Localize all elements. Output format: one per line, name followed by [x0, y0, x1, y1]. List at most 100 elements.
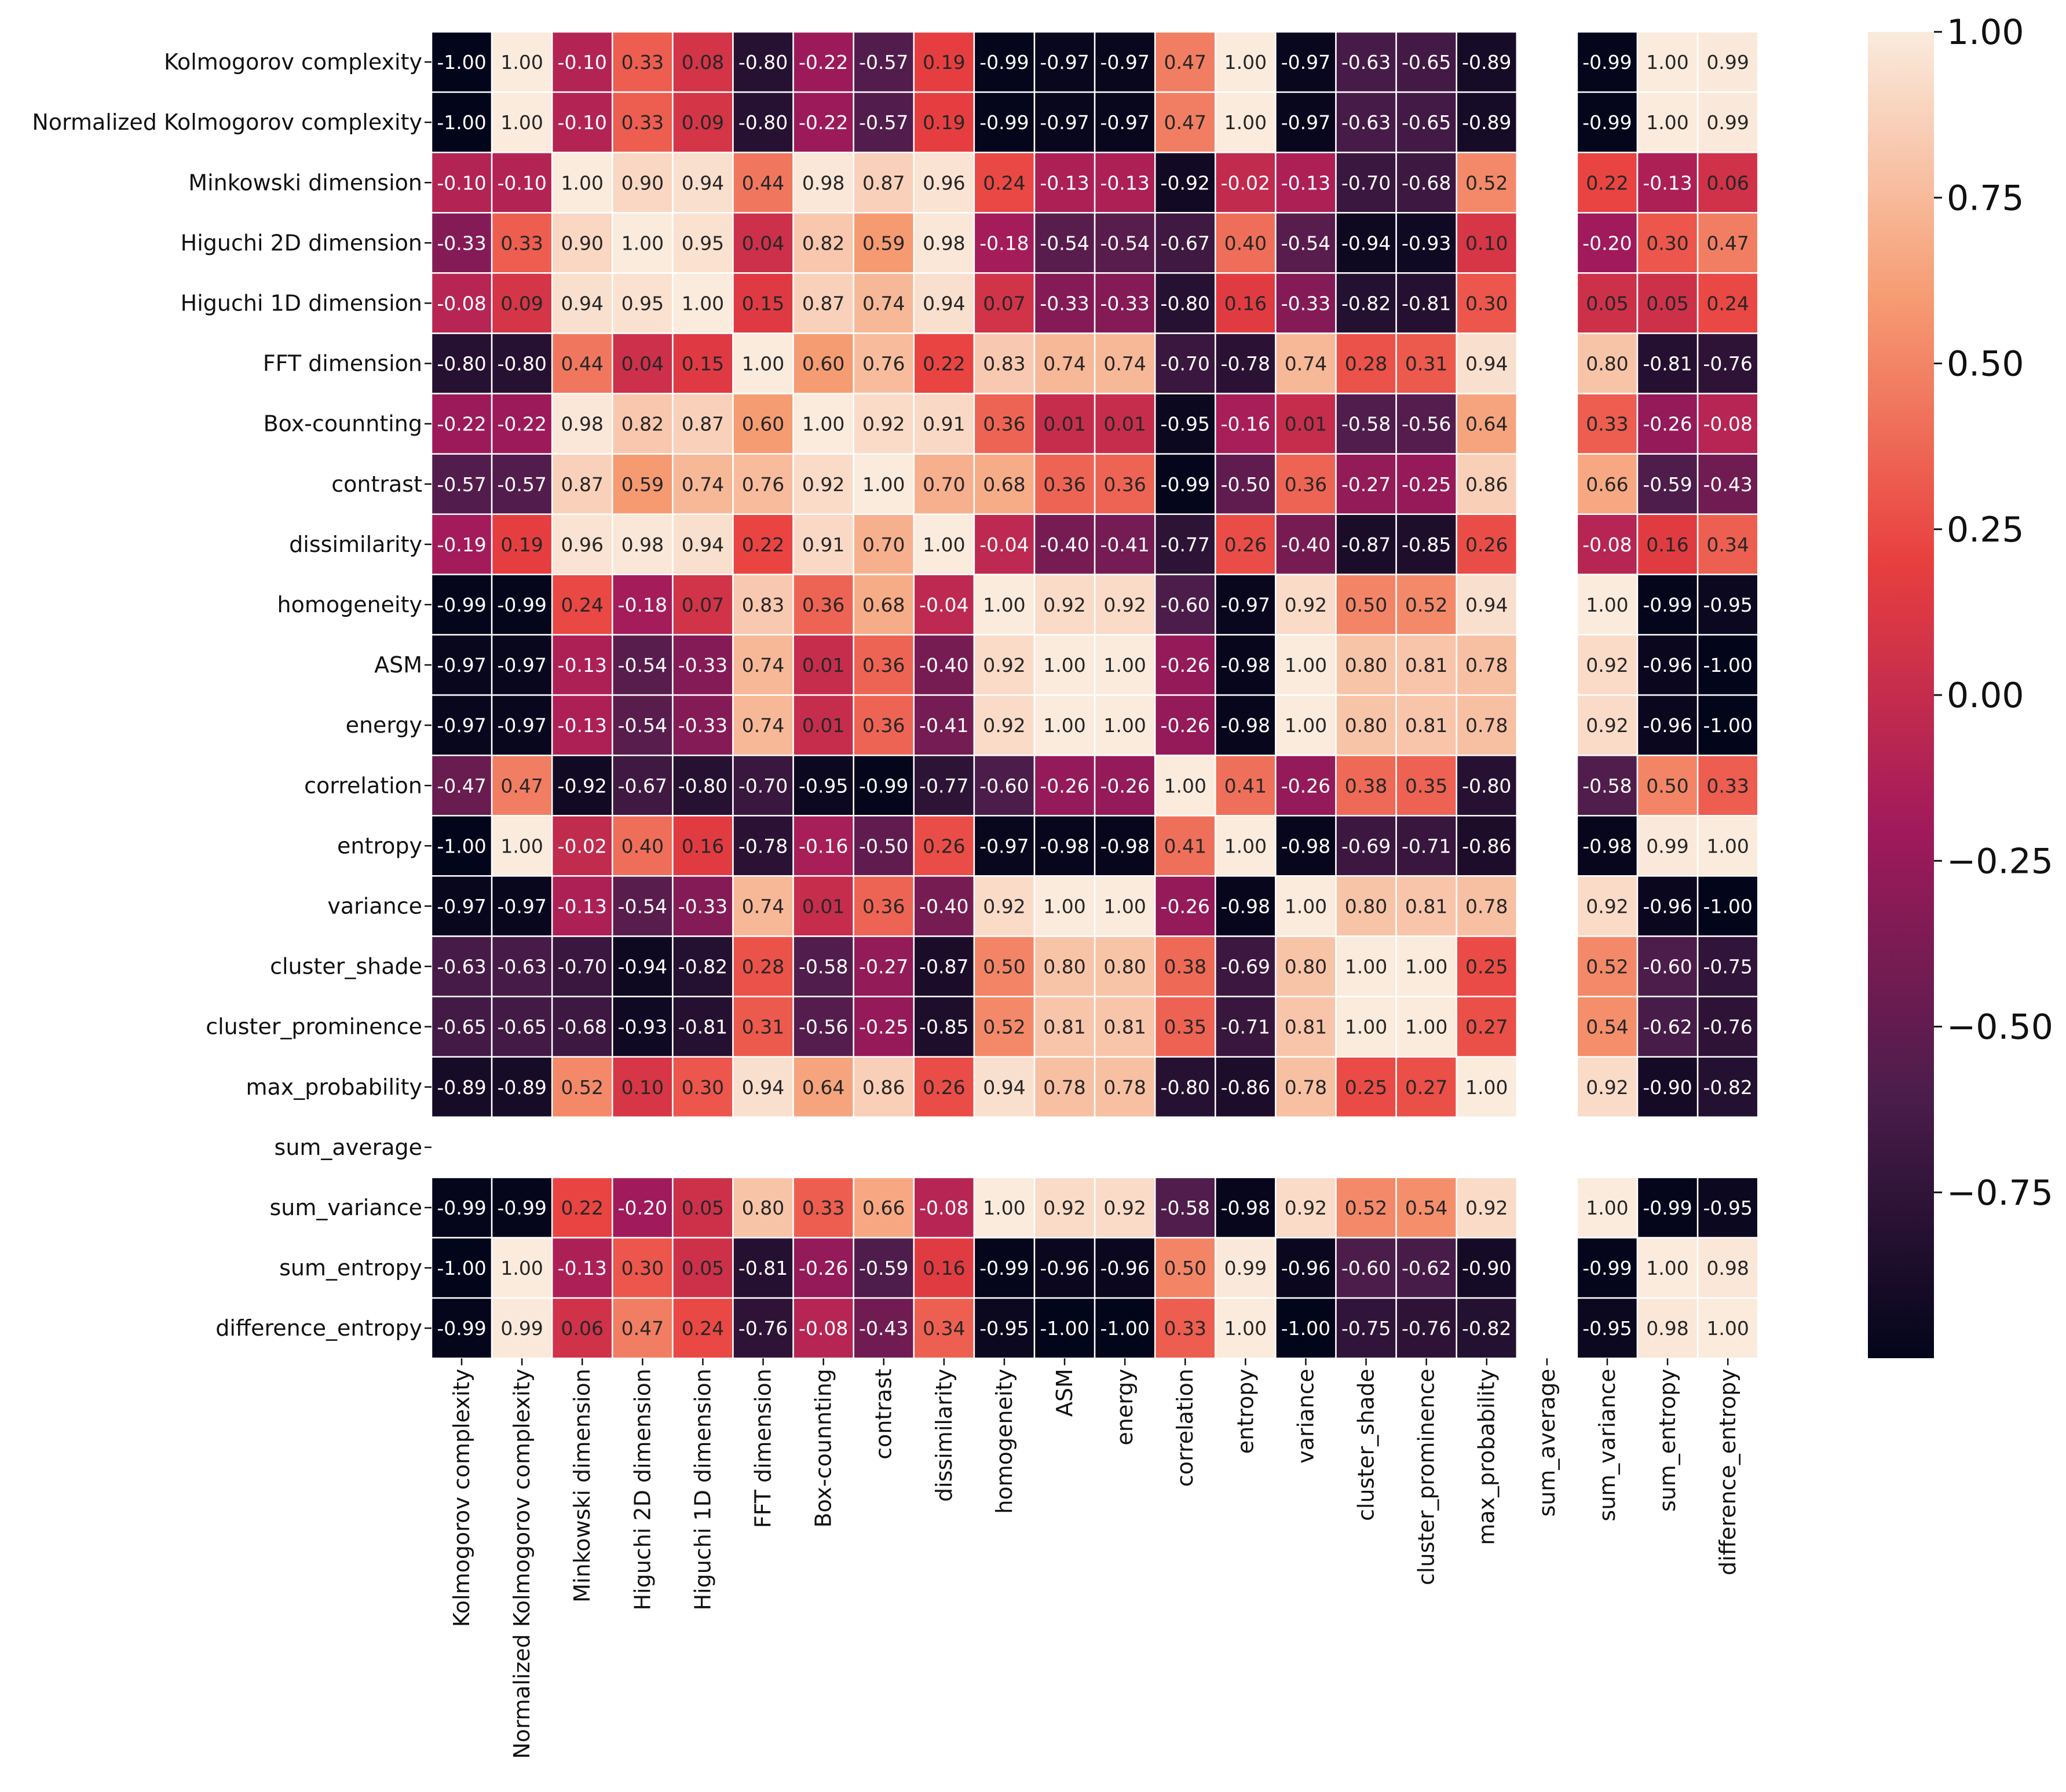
- cell-value-label: 1.00: [1103, 714, 1146, 737]
- cell-value-label: 1.00: [862, 473, 905, 496]
- cell-value-label: -0.82: [678, 956, 727, 978]
- cell-value-label: -0.97: [497, 895, 546, 917]
- heatmap-cell: [1576, 91, 1639, 153]
- heatmap-cell: [612, 754, 674, 817]
- cell-value-label: -0.33: [1281, 292, 1330, 314]
- heatmap-cell: [612, 272, 674, 334]
- cell-value-label: 0.70: [862, 533, 905, 556]
- cell-value-label: 0.33: [500, 232, 543, 254]
- cell-value-label: -1.00: [1100, 1317, 1149, 1340]
- heatmap-cell: [1696, 513, 1759, 576]
- cell-value-label: -0.60: [1643, 956, 1692, 978]
- heatmap-cell: [732, 151, 794, 214]
- cell-value-label: -0.08: [1703, 413, 1752, 436]
- heatmap-cell: [672, 332, 734, 394]
- cell-value-label: 0.92: [1285, 594, 1327, 616]
- cell-value-label: -0.96: [1100, 1257, 1149, 1279]
- cell-value-label: -0.60: [979, 774, 1029, 797]
- cell-value-label: -0.54: [1281, 232, 1330, 254]
- cell-value-label: 0.74: [742, 654, 784, 676]
- heatmap-cell: [913, 815, 975, 877]
- heatmap-cell: [1275, 996, 1337, 1058]
- col-tick-label: homogeneity: [992, 1369, 1017, 1514]
- cell-value-label: -0.26: [1040, 774, 1089, 797]
- heatmap-cell: [491, 393, 553, 455]
- cell-value-label: -0.41: [1100, 533, 1149, 556]
- cell-value-label: 1.00: [1586, 1197, 1628, 1219]
- cell-value-label: -0.54: [618, 895, 667, 917]
- cell-value-label: -0.94: [618, 956, 667, 978]
- heatmap-cell: [1094, 272, 1156, 334]
- cell-value-label: 0.81: [1285, 1016, 1327, 1038]
- col-tick-label: Box-counnting: [811, 1369, 836, 1527]
- cell-value-label: -0.22: [437, 413, 486, 436]
- cell-value-label: 0.05: [1586, 292, 1628, 314]
- heatmap-cell: [1094, 935, 1156, 997]
- heatmap-cell: [1696, 634, 1759, 696]
- cell-value-label: -0.71: [1402, 835, 1451, 857]
- heatmap-cell: [1395, 151, 1457, 214]
- row-tick-label: energy: [346, 712, 422, 738]
- heatmap-cell: [732, 694, 794, 756]
- cell-value-label: 0.19: [923, 111, 965, 134]
- cell-value-label: -0.98: [1221, 654, 1270, 676]
- cell-value-label: 1.00: [1103, 654, 1146, 676]
- heatmap-cell: [551, 935, 613, 997]
- cell-value-label: -0.99: [979, 51, 1029, 74]
- cell-value-label: -0.86: [1462, 835, 1511, 857]
- heatmap-cell: [1033, 151, 1096, 214]
- cell-value-label: 0.38: [1345, 774, 1387, 797]
- col-tick-label: sum_variance: [1595, 1369, 1620, 1522]
- cell-value-label: 0.05: [1646, 292, 1688, 314]
- heatmap-cell: [1636, 272, 1699, 334]
- row-tick-label: entropy: [337, 833, 422, 858]
- cell-value-label: -0.47: [437, 774, 486, 797]
- cell-value-label: -1.00: [437, 51, 486, 74]
- cell-value-label: 0.07: [682, 594, 724, 616]
- heatmap-cell: [853, 151, 915, 214]
- heatmap-cell: [1456, 573, 1518, 636]
- cell-value-label: -1.00: [1703, 714, 1752, 737]
- heatmap-cell: [491, 1297, 553, 1359]
- row-tick-label: contrast: [331, 471, 422, 497]
- cell-value-label: -0.13: [558, 895, 607, 917]
- cell-value-label: 0.01: [802, 895, 844, 917]
- cell-value-label: 0.92: [1043, 1197, 1085, 1219]
- cell-value-label: -1.00: [1281, 1317, 1330, 1340]
- heatmap-cell: [1215, 1056, 1277, 1118]
- cell-value-label: 0.31: [1405, 353, 1447, 375]
- heatmap-cell: [672, 151, 734, 214]
- cell-value-label: 0.92: [1465, 1197, 1508, 1219]
- colorbar: 1.00 0.75 0.50 0.25 0.00 −0.25 −0.50 −0.75: [1868, 12, 2053, 1358]
- cell-value-label: -0.96: [1643, 895, 1692, 917]
- cell-value-label: 0.66: [862, 1197, 905, 1219]
- heatmap-cell: [1636, 935, 1699, 997]
- heatmap-cell: [1154, 1056, 1216, 1118]
- heatmap-cell: [1335, 1237, 1397, 1299]
- cell-value-label: -0.95: [1582, 1317, 1632, 1340]
- heatmap-cell: [1275, 634, 1337, 696]
- cell-value-label: 1.00: [500, 835, 543, 857]
- heatmap-cell: [853, 754, 915, 817]
- cell-value-label: 0.80: [1345, 654, 1387, 676]
- cell-value-label: 0.94: [923, 292, 965, 314]
- cell-value-label: 0.64: [802, 1076, 844, 1099]
- heatmap-cell: [913, 754, 975, 817]
- cell-value-label: 0.06: [1706, 171, 1749, 194]
- cell-value-label: -0.19: [437, 533, 486, 556]
- cell-value-label: 0.04: [621, 353, 664, 375]
- row-tick-label: cluster_shade: [270, 954, 422, 979]
- heatmap-cell: [913, 1176, 975, 1239]
- cell-value-label: -0.65: [1402, 111, 1451, 134]
- heatmap-cell: [551, 453, 613, 515]
- cell-value-label: -1.00: [437, 1257, 486, 1279]
- heatmap-cell: [1636, 31, 1699, 93]
- heatmap-cell: [853, 1237, 915, 1299]
- row-tick-label: Minkowski dimension: [188, 170, 422, 195]
- heatmap-cell: [1576, 513, 1639, 576]
- cell-value-label: -0.27: [1341, 473, 1391, 496]
- row-tick-label: ASM: [374, 652, 422, 678]
- heatmap-cell: [1696, 875, 1759, 937]
- cell-value-label: -0.82: [1341, 292, 1391, 314]
- cell-value-label: -0.97: [1040, 111, 1089, 134]
